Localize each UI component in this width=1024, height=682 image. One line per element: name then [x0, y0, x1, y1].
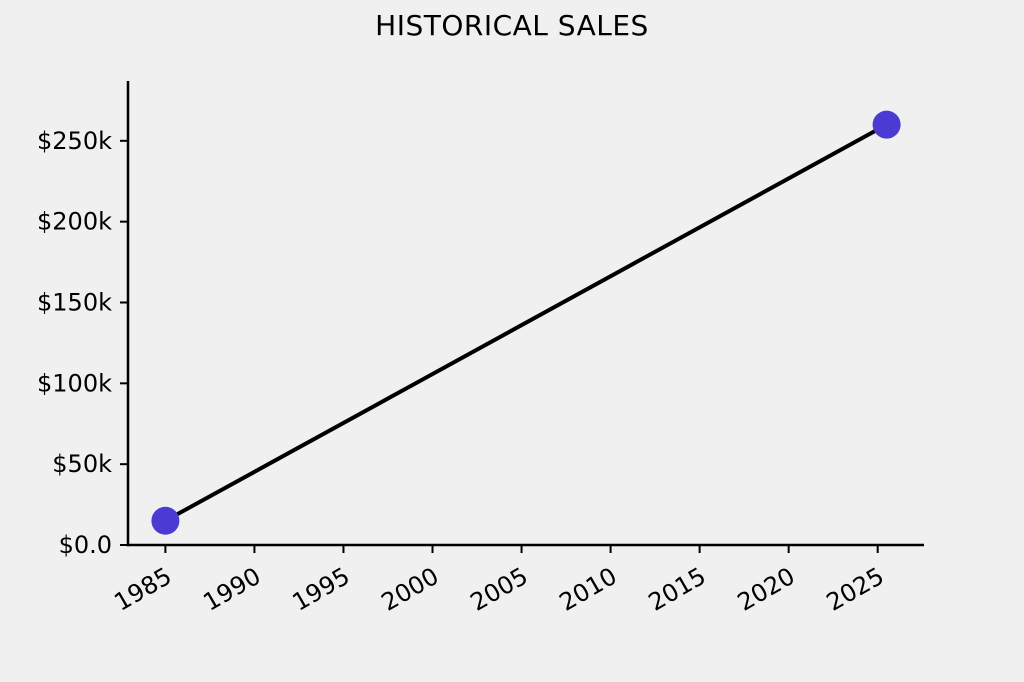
- x-tick-label: 2005: [466, 562, 533, 617]
- chart-title: HISTORICAL SALES: [375, 9, 649, 42]
- y-tick-label: $100k: [37, 369, 112, 397]
- x-tick-label: 2025: [822, 562, 889, 617]
- y-tick-label: $200k: [37, 208, 112, 236]
- y-tick-label: $150k: [37, 288, 112, 316]
- y-tick-label: $250k: [37, 127, 112, 155]
- x-tick-label: 2000: [377, 562, 444, 617]
- series-line: [163, 122, 889, 523]
- y-tick-label: $50k: [52, 450, 112, 478]
- x-tick-label: 2010: [555, 562, 622, 617]
- data-point-marker: [872, 110, 901, 139]
- x-tick-label: 2015: [644, 562, 711, 617]
- x-tick-label: 1990: [199, 562, 266, 617]
- x-tick-label: 2020: [733, 562, 800, 617]
- x-tick-label: 1995: [288, 562, 355, 617]
- x-tick-label: 1985: [110, 562, 177, 617]
- data-point-marker: [151, 506, 180, 535]
- y-tick-label: $0.0: [59, 531, 112, 559]
